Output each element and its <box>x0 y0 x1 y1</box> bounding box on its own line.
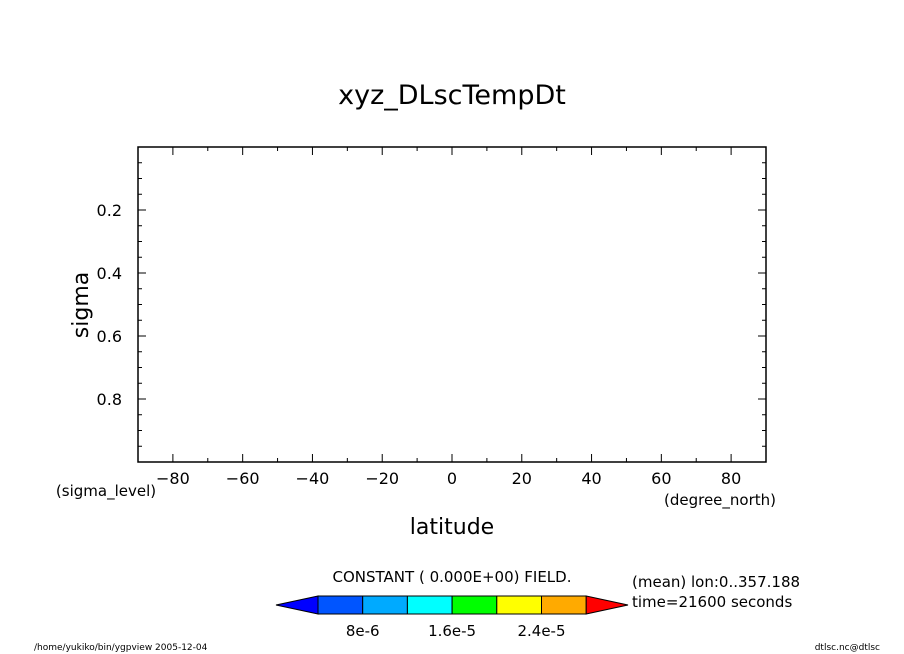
colorbar-label: 2.4e-5 <box>517 622 565 640</box>
y-axis-label: sigma <box>69 272 94 338</box>
footer-path: /home/yukiko/bin/ygpview 2005-12-04 <box>34 643 208 653</box>
x-axis-tick-labels: −80 −60 −40 −20 0 20 40 60 80 <box>156 469 741 488</box>
y-tick-label: 0.8 <box>97 390 122 409</box>
plot-area <box>137 146 767 463</box>
colorbar-lower-arrow <box>275 595 319 615</box>
colorbar-swatch <box>406 595 453 615</box>
x-tick-label: 80 <box>721 469 741 488</box>
colorbar-label: 1.6e-5 <box>428 622 476 640</box>
y-tick-label: 0.6 <box>97 327 122 346</box>
x-tick-label: −80 <box>156 469 190 488</box>
y-axis-tick-labels: 0.2 0.4 0.6 0.8 <box>97 201 122 409</box>
x-tick-label: −20 <box>365 469 399 488</box>
footer-source: dtlsc.nc@dtlsc <box>815 643 880 653</box>
y-tick-label: 0.4 <box>97 264 122 283</box>
x-tick-label: 0 <box>447 469 457 488</box>
colorbar-label: 8e-6 <box>346 622 380 640</box>
colorbar-swatch <box>362 595 408 615</box>
colorbar-labels: 8e-6 1.6e-5 2.4e-5 <box>346 622 566 640</box>
chart-title: xyz_DLscTempDt <box>338 80 566 111</box>
x-axis-ticks <box>137 147 767 462</box>
colorbar <box>275 595 629 615</box>
y-axis-ticks <box>138 146 766 463</box>
colorbar-upper-arrow <box>585 595 629 615</box>
y-unit-label: (sigma_level) <box>56 482 156 501</box>
colorbar-swatch <box>451 595 498 615</box>
x-tick-label: −40 <box>296 469 330 488</box>
colorbar-swatch <box>496 595 542 615</box>
x-tick-label: 40 <box>581 469 601 488</box>
annotation-time: time=21600 seconds <box>632 593 792 611</box>
field-message: CONSTANT ( 0.000E+00) FIELD. <box>333 568 572 586</box>
x-tick-label: 60 <box>651 469 671 488</box>
colorbar-swatch <box>541 595 587 615</box>
x-tick-label: −60 <box>226 469 260 488</box>
annotation-mean-lon: (mean) lon:0..357.188 <box>632 573 800 591</box>
x-unit-label: (degree_north) <box>664 491 776 510</box>
x-tick-label: 20 <box>512 469 532 488</box>
x-axis-label: latitude <box>410 515 494 540</box>
y-tick-label: 0.2 <box>97 201 122 220</box>
colorbar-swatch <box>317 595 364 615</box>
